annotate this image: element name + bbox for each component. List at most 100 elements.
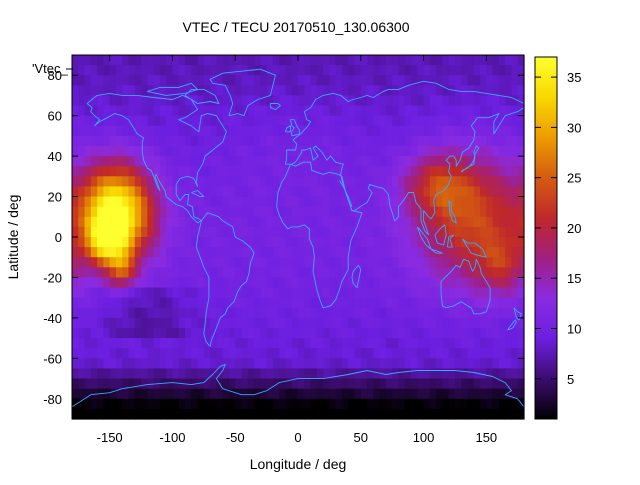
heatmap-cell [178, 206, 186, 218]
heatmap-cell [448, 287, 456, 299]
heatmap-cell [122, 85, 130, 97]
heatmap-cell [97, 277, 104, 289]
heatmap-cell [210, 287, 217, 299]
heatmap-cell [498, 65, 506, 76]
heatmap-cell [442, 105, 450, 117]
heatmap-cell [423, 257, 431, 268]
heatmap-cell [436, 297, 443, 309]
heatmap-cell [404, 206, 412, 218]
heatmap-cell [72, 186, 79, 198]
heatmap-cell [122, 226, 130, 238]
heatmap-cell [373, 328, 381, 339]
heatmap-cell [467, 146, 475, 157]
heatmap-cell [166, 408, 174, 420]
heatmap-cell [109, 206, 117, 218]
heatmap-cell [291, 85, 299, 97]
heatmap-cell [241, 125, 249, 137]
heatmap-cell [247, 307, 255, 319]
heatmap-cell [392, 135, 400, 147]
heatmap-cell [203, 176, 211, 188]
heatmap-cell [442, 267, 450, 279]
heatmap-cell [122, 65, 130, 76]
heatmap-cell [228, 348, 236, 359]
heatmap-cell [492, 226, 500, 238]
heatmap-cell [404, 226, 412, 238]
heatmap-cell [417, 317, 425, 329]
heatmap-cell [260, 348, 268, 359]
heatmap-cell [323, 75, 330, 86]
heatmap-cell [72, 237, 79, 248]
heatmap-cell [310, 317, 318, 329]
heatmap-cell [398, 338, 406, 349]
heatmap-cell [298, 388, 305, 400]
heatmap-cell [134, 398, 142, 410]
heatmap-cell [197, 287, 205, 299]
heatmap-cell [442, 196, 450, 208]
y-tick-label: 40 [48, 149, 62, 164]
heatmap-cell [235, 247, 243, 258]
heatmap-cell [486, 408, 494, 420]
heatmap-cell [367, 216, 374, 228]
heatmap-cell [429, 196, 437, 208]
heatmap-cell [260, 307, 268, 319]
heatmap-cell [411, 297, 418, 309]
heatmap-cell [467, 216, 475, 228]
heatmap-cell [72, 196, 79, 208]
heatmap-cell [360, 287, 368, 299]
heatmap-cell [429, 115, 437, 127]
x-tick-label: -100 [159, 430, 185, 445]
heatmap-cell [84, 206, 92, 218]
heatmap-cell [228, 328, 236, 339]
heatmap-cell [392, 287, 400, 299]
heatmap-cell [373, 408, 381, 420]
heatmap-cell [153, 247, 161, 258]
heatmap-cell [392, 55, 400, 66]
heatmap-cell [72, 226, 79, 238]
heatmap-cell [442, 75, 450, 86]
heatmap-cell [210, 146, 217, 157]
heatmap-cell [84, 135, 92, 147]
heatmap-cell [498, 196, 506, 208]
heatmap-cell [341, 398, 349, 410]
heatmap-cell [335, 297, 343, 309]
coast-antarctica [71, 363, 525, 408]
heatmap-cell [222, 166, 230, 177]
heatmap-cell [316, 166, 324, 177]
heatmap-cell [505, 398, 513, 410]
heatmap-cell [272, 237, 280, 248]
heatmap-cell [109, 186, 117, 198]
heatmap-cell [235, 338, 243, 349]
heatmap-cell [266, 146, 274, 157]
heatmap-cell [210, 408, 217, 420]
heatmap-cell [72, 156, 79, 167]
heatmap-cell [166, 216, 174, 228]
heatmap-cell [367, 75, 374, 86]
heatmap-cell [191, 398, 199, 410]
heatmap-cell [511, 267, 519, 279]
heatmap-cell [467, 328, 475, 339]
heatmap-cell [228, 85, 236, 97]
heatmap-cell [254, 176, 261, 188]
heatmap-cell [467, 196, 475, 208]
heatmap-cell [222, 297, 230, 309]
heatmap-cell [335, 135, 343, 147]
heatmap-cell [235, 317, 243, 329]
heatmap-cell [216, 75, 224, 86]
heatmap-cell [354, 348, 362, 359]
heatmap-cell [404, 196, 412, 208]
heatmap-cell [398, 65, 406, 76]
heatmap-cell [373, 317, 381, 329]
heatmap-cell [147, 267, 155, 279]
heatmap-cell [404, 398, 412, 410]
heatmap-cell [467, 398, 475, 410]
heatmap-cell [72, 216, 79, 228]
heatmap-cell [404, 105, 412, 117]
heatmap-cell [373, 216, 381, 228]
heatmap-cell [272, 247, 280, 258]
heatmap-cell [78, 247, 86, 258]
heatmap-cell [423, 378, 431, 390]
heatmap-cell [316, 105, 324, 117]
heatmap-cell [134, 287, 142, 299]
heatmap-cell [310, 398, 318, 410]
heatmap-cell [178, 317, 186, 329]
